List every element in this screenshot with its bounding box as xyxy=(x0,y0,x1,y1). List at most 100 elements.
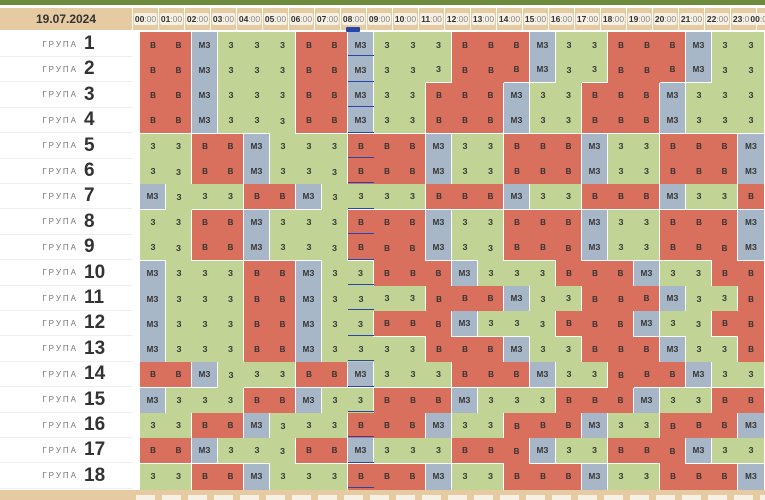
schedule-cell[interactable]: МЗ xyxy=(660,286,686,312)
schedule-cell[interactable]: З xyxy=(166,260,192,287)
schedule-cell[interactable]: В xyxy=(296,82,322,109)
schedule-cell[interactable]: З xyxy=(556,362,582,389)
schedule-cell[interactable]: В xyxy=(556,209,582,236)
schedule-cell[interactable]: В xyxy=(218,159,244,185)
schedule-cell[interactable]: З xyxy=(296,209,322,236)
schedule-cell[interactable]: В xyxy=(608,336,634,363)
schedule-cell[interactable]: МЗ xyxy=(244,413,270,439)
schedule-cell[interactable]: В xyxy=(504,235,530,262)
schedule-cell[interactable]: В xyxy=(478,108,504,135)
schedule-cell[interactable]: В xyxy=(504,133,530,160)
schedule-cell[interactable]: В xyxy=(140,438,166,465)
schedule-cell[interactable]: МЗ xyxy=(140,260,166,287)
schedule-cell[interactable]: В xyxy=(478,286,504,312)
schedule-cell[interactable]: В xyxy=(426,336,452,363)
schedule-cell[interactable]: В xyxy=(244,336,270,363)
schedule-cell[interactable]: МЗ xyxy=(348,108,374,135)
schedule-cell[interactable]: МЗ xyxy=(660,184,686,211)
schedule-cell[interactable]: В xyxy=(400,209,426,236)
schedule-cell[interactable]: З xyxy=(270,362,296,389)
schedule-cell[interactable]: З xyxy=(270,159,296,185)
schedule-cell[interactable]: З xyxy=(296,235,322,262)
schedule-cell[interactable]: В xyxy=(582,108,608,135)
schedule-cell[interactable]: З xyxy=(556,336,582,363)
schedule-cell[interactable]: В xyxy=(452,82,478,109)
schedule-cell[interactable]: В xyxy=(634,184,660,211)
schedule-cell[interactable]: МЗ xyxy=(192,108,218,135)
schedule-cell[interactable]: В xyxy=(452,362,478,389)
schedule-cell[interactable]: В xyxy=(686,235,712,262)
schedule-cell[interactable]: З xyxy=(712,108,738,135)
schedule-cell[interactable]: В xyxy=(660,133,686,160)
schedule-cell[interactable]: В xyxy=(660,32,686,58)
schedule-cell[interactable]: З xyxy=(608,235,634,262)
schedule-cell[interactable]: МЗ xyxy=(192,32,218,58)
schedule-cell[interactable]: З xyxy=(218,438,244,465)
schedule-cell[interactable]: В xyxy=(738,260,764,287)
schedule-cell[interactable]: В xyxy=(400,463,426,490)
schedule-cell[interactable]: В xyxy=(634,32,660,58)
schedule-cell[interactable]: З xyxy=(244,438,270,465)
schedule-cell[interactable]: В xyxy=(712,260,738,287)
schedule-cell[interactable]: В xyxy=(530,133,556,160)
schedule-cell[interactable]: З xyxy=(192,336,218,363)
schedule-cell[interactable]: З xyxy=(192,286,218,312)
schedule-cell[interactable]: В xyxy=(582,184,608,211)
schedule-cell[interactable]: В xyxy=(504,57,530,84)
schedule-cell[interactable]: В xyxy=(244,387,270,414)
schedule-cell[interactable]: З xyxy=(322,133,348,160)
schedule-cell[interactable]: МЗ xyxy=(530,57,556,84)
schedule-cell[interactable]: МЗ xyxy=(582,413,608,439)
schedule-cell[interactable]: З xyxy=(738,362,764,389)
schedule-cell[interactable]: МЗ xyxy=(140,286,166,312)
schedule-cell[interactable]: З xyxy=(452,209,478,236)
schedule-cell[interactable]: В xyxy=(556,413,582,439)
schedule-cell[interactable]: З xyxy=(738,82,764,109)
schedule-cell[interactable]: З xyxy=(478,209,504,236)
schedule-cell[interactable]: В xyxy=(478,184,504,211)
schedule-cell[interactable]: В xyxy=(244,260,270,287)
schedule-cell[interactable]: В xyxy=(686,463,712,490)
schedule-cell[interactable]: З xyxy=(660,311,686,338)
schedule-cell[interactable]: В xyxy=(322,108,348,135)
schedule-cell[interactable]: З xyxy=(270,32,296,58)
schedule-cell[interactable]: В xyxy=(582,82,608,109)
schedule-cell[interactable]: В xyxy=(634,82,660,109)
schedule-cell[interactable]: З xyxy=(218,260,244,287)
schedule-cell[interactable]: В xyxy=(478,82,504,109)
schedule-cell[interactable]: В xyxy=(686,209,712,236)
schedule-cell[interactable]: МЗ xyxy=(738,133,764,160)
schedule-cell[interactable]: В xyxy=(400,159,426,185)
schedule-cell[interactable]: В xyxy=(634,286,660,312)
schedule-cell[interactable]: З xyxy=(218,387,244,414)
schedule-cell[interactable]: З xyxy=(712,57,738,84)
schedule-cell[interactable]: З xyxy=(426,32,452,58)
schedule-cell[interactable]: В xyxy=(426,82,452,109)
schedule-cell[interactable]: В xyxy=(504,209,530,236)
schedule-cell[interactable]: З xyxy=(244,108,270,135)
schedule-cell[interactable]: В xyxy=(634,438,660,465)
schedule-cell[interactable]: З xyxy=(608,159,634,185)
schedule-cell[interactable]: З xyxy=(478,387,504,414)
schedule-cell[interactable]: З xyxy=(166,463,192,490)
schedule-cell[interactable]: З xyxy=(270,438,296,465)
schedule-cell[interactable]: З xyxy=(738,108,764,135)
schedule-cell[interactable]: З xyxy=(738,32,764,58)
schedule-cell[interactable]: З xyxy=(478,260,504,287)
schedule-cell[interactable]: В xyxy=(192,133,218,160)
schedule-cell[interactable]: В xyxy=(166,32,192,58)
schedule-cell[interactable]: З xyxy=(556,286,582,312)
schedule-cell[interactable]: В xyxy=(140,32,166,58)
schedule-cell[interactable]: В xyxy=(712,413,738,439)
schedule-cell[interactable]: З xyxy=(374,82,400,109)
schedule-cell[interactable]: З xyxy=(582,438,608,465)
schedule-cell[interactable]: В xyxy=(738,184,764,211)
schedule-cell[interactable]: В xyxy=(296,32,322,58)
schedule-cell[interactable]: З xyxy=(374,32,400,58)
schedule-cell[interactable]: МЗ xyxy=(452,260,478,287)
schedule-cell[interactable]: З xyxy=(218,286,244,312)
schedule-cell[interactable]: В xyxy=(296,438,322,465)
schedule-cell[interactable]: З xyxy=(348,184,374,211)
schedule-cell[interactable]: З xyxy=(218,336,244,363)
schedule-cell[interactable]: З xyxy=(582,362,608,389)
